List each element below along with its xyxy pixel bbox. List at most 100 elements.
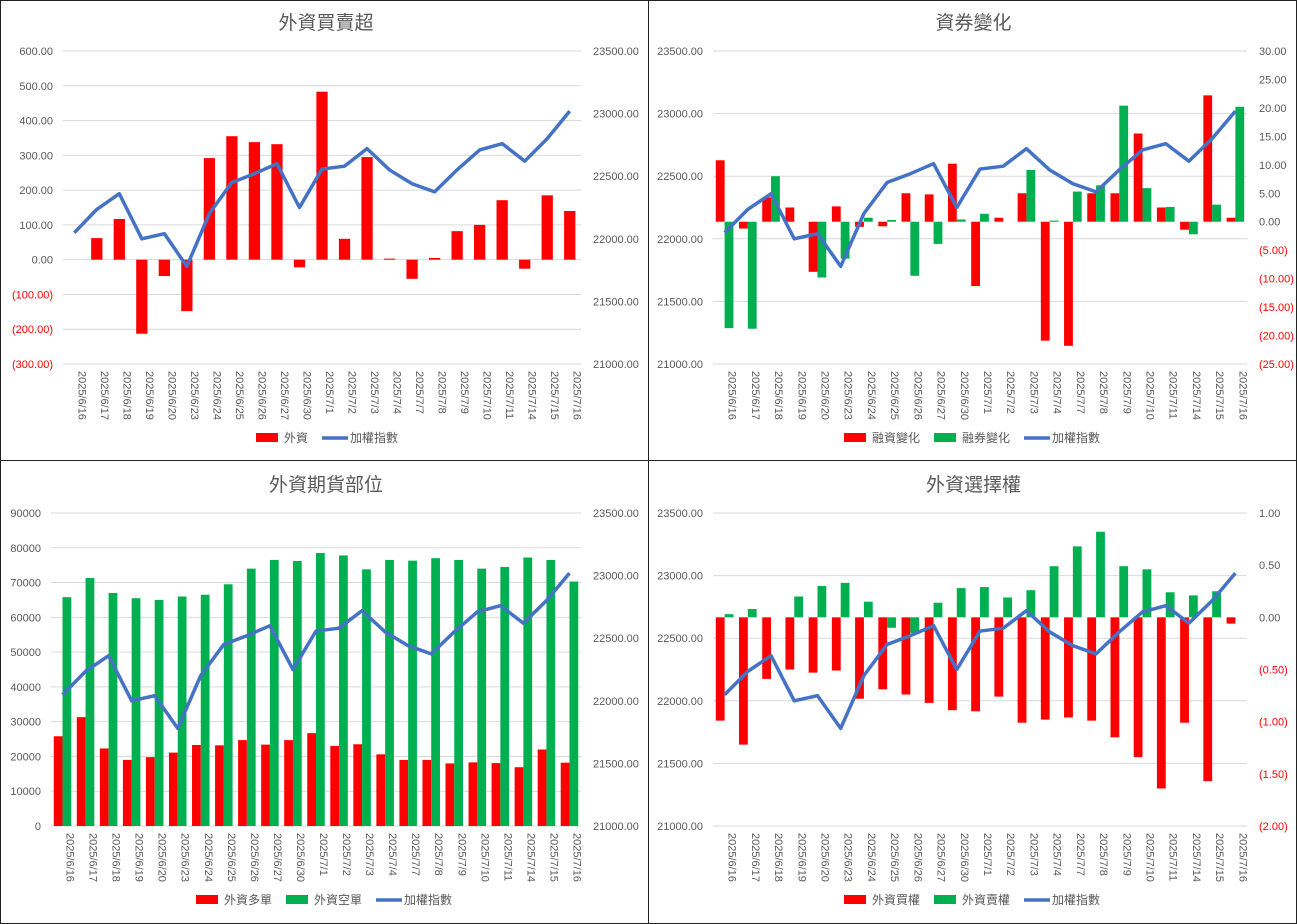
bar-1	[261, 744, 270, 826]
chart-title: 外資期貨部位	[269, 474, 383, 496]
bar-1	[422, 759, 432, 826]
x-axis-tick-label: 2025/6/26	[248, 833, 260, 882]
bar-2	[1026, 590, 1036, 618]
bar-2	[1072, 191, 1082, 222]
x-axis-tick-label: 2025/7/1	[323, 371, 335, 414]
chart-title: 資券變化	[935, 12, 1011, 34]
bar-2	[1003, 597, 1013, 618]
right-axis-tick-label: 1.00	[1259, 508, 1280, 520]
bar-2	[1096, 185, 1105, 222]
right-axis-tick-label: 10.00	[1259, 160, 1287, 172]
right-axis-tick-label: 15.00	[1259, 131, 1287, 143]
bar-2	[887, 220, 896, 222]
bar-1	[537, 749, 547, 826]
bar-1	[451, 231, 463, 260]
right-axis-tick-label: 21500.00	[593, 758, 639, 770]
x-axis-tick-label: 2025/6/18	[772, 371, 784, 420]
x-axis-tick-label: 2025/7/1	[981, 371, 993, 414]
bar-2	[1188, 221, 1198, 235]
bar-2	[223, 584, 233, 826]
bar-1	[715, 160, 725, 222]
left-axis-tick-label: 40000	[10, 682, 41, 694]
left-axis-tick-label: 22000.00	[657, 234, 703, 246]
x-axis-tick-label: 2025/6/24	[865, 833, 877, 882]
x-axis-tick-label: 2025/7/16	[571, 371, 583, 420]
x-axis-tick-label: 2025/6/27	[278, 371, 290, 420]
bar-1	[474, 224, 486, 260]
chart-title: 外資買賣超	[278, 12, 373, 34]
legend-swatch	[286, 895, 308, 904]
bar-1	[271, 144, 283, 260]
bar-1	[1040, 221, 1050, 341]
bar-1	[831, 617, 841, 671]
right-axis-tick-label: 22500.00	[593, 171, 639, 183]
bar-1	[1110, 617, 1120, 738]
x-axis-tick-label: 2025/7/14	[524, 833, 536, 882]
bar-1	[53, 736, 63, 826]
x-axis-tick-label: 2025/7/2	[1004, 371, 1016, 414]
left-axis-tick-label: 22000.00	[657, 696, 703, 708]
x-axis-tick-label: 2025/7/11	[501, 833, 513, 881]
x-axis-tick-label: 2025/6/30	[958, 371, 970, 420]
bar-2	[1165, 206, 1175, 222]
bar-2	[1049, 220, 1059, 222]
left-axis-tick-label: 23500.00	[657, 46, 703, 58]
bar-1	[1203, 95, 1213, 222]
bar-2	[1119, 566, 1129, 618]
bar-1	[330, 746, 340, 826]
right-axis-tick-label: 30.00	[1259, 46, 1287, 58]
chart-title: 外資選擇權	[926, 474, 1021, 496]
bar-1	[1133, 133, 1143, 222]
left-axis-tick-label: 30000	[10, 717, 41, 729]
bar-2	[1072, 546, 1082, 618]
bar-1	[215, 745, 224, 826]
right-axis-tick-label: 21000.00	[593, 359, 639, 371]
x-axis-tick-label: 2025/6/26	[911, 371, 923, 420]
bar-1	[855, 617, 864, 699]
right-axis-tick-label: 21000.00	[593, 821, 639, 833]
left-axis-tick-label: 50000	[10, 647, 41, 659]
bar-2	[863, 601, 873, 618]
bar-1	[519, 259, 531, 269]
right-axis-tick-label: 21500.00	[593, 296, 639, 308]
bar-1	[878, 221, 888, 227]
legend-swatch	[844, 895, 866, 904]
legend-entry: 加權指數	[1052, 892, 1100, 907]
foreign-futures-chart: 外資期貨部位 0 10000 20000 30000 40000 50000 60000 700…	[10, 474, 639, 907]
x-axis-tick-label: 2025/6/16	[64, 833, 76, 882]
x-axis-tick-label: 2025/6/16	[726, 833, 738, 882]
legend-swatch	[196, 895, 218, 904]
right-axis-tick-label: 23500.00	[593, 46, 639, 58]
bar-1	[971, 221, 980, 287]
bar-1	[1040, 617, 1050, 720]
bar-2	[933, 221, 943, 244]
x-axis-tick-label: 2025/6/23	[188, 371, 200, 420]
bar-2	[131, 598, 141, 826]
right-axis-tick-label: 20.00	[1259, 103, 1287, 115]
x-axis-tick-label: 2025/6/30	[300, 371, 312, 420]
bar-1	[1203, 617, 1213, 782]
bar-2	[569, 581, 579, 826]
x-axis-tick-label: 2025/7/3	[1027, 371, 1039, 414]
bar-1	[901, 617, 911, 695]
bar-2	[200, 594, 210, 826]
x-axis-tick-label: 2025/6/19	[795, 833, 807, 882]
left-axis-tick-label: 23000.00	[657, 571, 703, 583]
x-axis-tick-label: 2025/6/27	[935, 833, 947, 882]
right-axis-tick-label: (1.00)	[1259, 717, 1288, 729]
legend-swatch	[934, 895, 956, 904]
x-axis-tick-label: 2025/7/14	[526, 371, 538, 420]
right-axis-tick-label: (1.50)	[1259, 769, 1288, 781]
bar-1	[428, 257, 441, 260]
x-axis-tick-label: 2025/7/14	[1190, 371, 1202, 420]
bar-1	[1226, 617, 1236, 624]
bar-2	[1188, 595, 1198, 618]
left-axis-tick-label: 300.00	[19, 150, 53, 162]
index-line	[72, 109, 572, 269]
legend-swatch	[934, 433, 956, 442]
bar-1	[168, 752, 178, 826]
right-axis-tick-label: 23000.00	[593, 571, 639, 583]
bar-1	[406, 259, 418, 279]
x-axis-tick-label: 2025/6/19	[133, 833, 145, 882]
bar-1	[293, 259, 306, 268]
